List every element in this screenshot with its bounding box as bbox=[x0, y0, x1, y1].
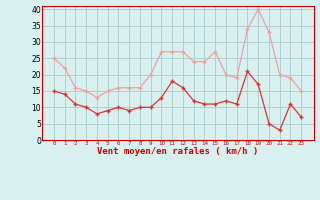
X-axis label: Vent moyen/en rafales ( km/h ): Vent moyen/en rafales ( km/h ) bbox=[97, 147, 258, 156]
